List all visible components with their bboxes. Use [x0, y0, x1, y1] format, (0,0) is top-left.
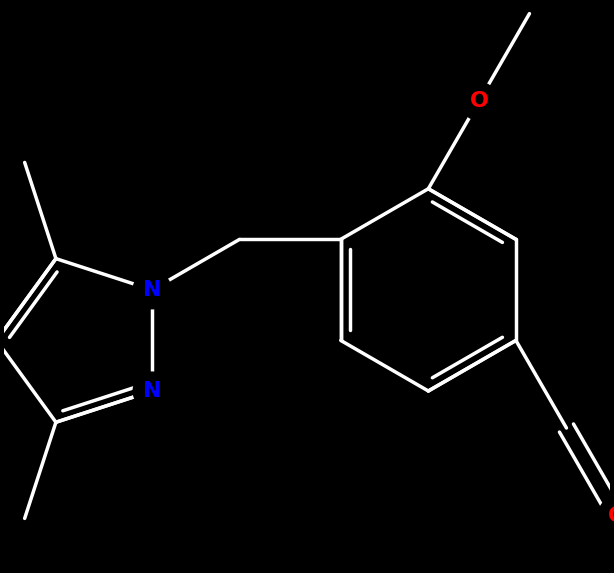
Text: N: N [143, 280, 161, 300]
Circle shape [460, 83, 498, 120]
Circle shape [598, 497, 614, 535]
Text: N: N [143, 381, 161, 401]
Circle shape [133, 372, 171, 410]
Text: O: O [469, 91, 488, 111]
Circle shape [133, 271, 171, 309]
Text: O: O [607, 505, 614, 525]
